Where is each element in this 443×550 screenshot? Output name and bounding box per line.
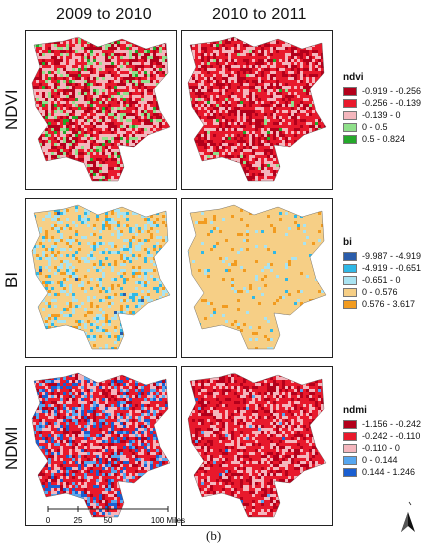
row-label-ndmi: NDMI bbox=[2, 426, 21, 470]
legend-item-label: 0 - 0.5 bbox=[362, 122, 388, 132]
legend-item: 0 - 0.5 bbox=[343, 121, 421, 133]
map-bi-2010-2011 bbox=[181, 198, 333, 358]
legend-swatch bbox=[343, 134, 357, 144]
map-ndmi-2010-2011 bbox=[181, 366, 333, 526]
legend-ndvi: ndvi -0.919 - -0.256 -0.256 - -0.139 -0.… bbox=[343, 72, 421, 145]
legend-swatch bbox=[343, 275, 357, 285]
legend-item: -0.242 - -0.110 bbox=[343, 430, 421, 442]
legend-item-label: -4.919 - -0.651 bbox=[362, 263, 422, 273]
legend-item-label: -0.139 - 0 bbox=[362, 110, 401, 120]
map-bi-2009-2010 bbox=[25, 198, 177, 358]
scale-tick-label: 0 bbox=[46, 516, 51, 525]
legend-title: ndvi bbox=[343, 72, 364, 83]
legend-item: 0.5 - 0.824 bbox=[343, 133, 421, 145]
legend-item-label: -0.256 - -0.139 bbox=[362, 98, 422, 108]
legend-item-label: -9.987 - -4.919 bbox=[362, 251, 422, 261]
legend-item: -0.651 - 0 bbox=[343, 274, 421, 286]
legend-swatch bbox=[343, 287, 357, 297]
legend-item-label: 0.144 - 1.246 bbox=[362, 467, 416, 477]
legend-item: 0.144 - 1.246 bbox=[343, 466, 421, 478]
legend-item-label: 0.576 - 3.617 bbox=[362, 299, 416, 309]
map-ndmi-2009-2010 bbox=[25, 366, 177, 526]
legend-item-label: -0.651 - 0 bbox=[362, 275, 401, 285]
legend-item: -0.919 - -0.256 bbox=[343, 85, 421, 97]
legend-item-label: -0.242 - -0.110 bbox=[362, 431, 421, 441]
map-raster bbox=[188, 205, 326, 349]
legend-item: -0.110 - 0 bbox=[343, 442, 421, 454]
scale-tick-label: 25 bbox=[74, 516, 83, 525]
legend-item-label: -0.919 - -0.256 bbox=[362, 86, 422, 96]
legend-item: -9.987 - -4.919 bbox=[343, 250, 421, 262]
map-ndvi-2010-2011 bbox=[181, 30, 333, 190]
legend-title: bi bbox=[343, 237, 352, 248]
row-label-ndvi: NDVI bbox=[2, 89, 21, 131]
legend-item-label: -0.110 - 0 bbox=[362, 443, 400, 453]
study-area-outline bbox=[31, 36, 171, 182]
legend-item: -0.256 - -0.139 bbox=[343, 97, 421, 109]
legend-swatch bbox=[343, 431, 357, 441]
map-raster bbox=[188, 37, 326, 181]
legend-swatch bbox=[343, 263, 357, 273]
legend-swatch bbox=[343, 98, 357, 108]
scale-bar: 0 25 50 100 Miles bbox=[40, 505, 185, 535]
legend-bi: bi -9.987 - -4.919 -4.919 - -0.651 -0.65… bbox=[343, 237, 421, 310]
study-area-outline bbox=[187, 204, 327, 350]
map-raster bbox=[32, 373, 170, 517]
study-area-outline bbox=[187, 372, 327, 518]
column-title-2009-2010: 2009 to 2010 bbox=[56, 6, 152, 23]
study-area-outline bbox=[31, 204, 171, 350]
legend-item: -1.156 - -0.242 bbox=[343, 418, 421, 430]
map-raster bbox=[32, 37, 170, 181]
map-raster bbox=[188, 373, 326, 517]
legend-item-label: 0.5 - 0.824 bbox=[362, 134, 406, 144]
legend-swatch bbox=[343, 443, 357, 453]
study-area-outline bbox=[187, 36, 327, 182]
legend-swatch bbox=[343, 455, 357, 465]
legend-item-label: -1.156 - -0.242 bbox=[362, 419, 422, 429]
legend-swatch bbox=[343, 467, 357, 477]
legend-swatch bbox=[343, 110, 357, 120]
legend-swatch bbox=[343, 86, 357, 96]
legend-item-label: 0 - 0.144 bbox=[362, 455, 398, 465]
legend-item: -4.919 - -0.651 bbox=[343, 262, 421, 274]
scale-tick-label: 50 bbox=[104, 516, 113, 525]
legend-item: -0.139 - 0 bbox=[343, 109, 421, 121]
scale-tick-label: 100 Miles bbox=[151, 516, 185, 525]
map-ndvi-2009-2010 bbox=[25, 30, 177, 190]
row-label-bi: BI bbox=[2, 271, 21, 289]
legend-swatch bbox=[343, 419, 357, 429]
legend-ndmi: ndmi -1.156 - -0.242 -0.242 - -0.110 -0.… bbox=[343, 405, 421, 478]
legend-swatch bbox=[343, 299, 357, 309]
north-arrow-icon bbox=[398, 500, 418, 534]
map-raster bbox=[32, 205, 170, 349]
legend-swatch bbox=[343, 251, 357, 261]
legend-swatch bbox=[343, 122, 357, 132]
legend-item: 0 - 0.576 bbox=[343, 286, 421, 298]
figure-caption: (b) bbox=[206, 528, 222, 543]
legend-item: 0.576 - 3.617 bbox=[343, 298, 421, 310]
legend-title: ndmi bbox=[343, 405, 367, 416]
column-title-2010-2011: 2010 to 2011 bbox=[212, 6, 307, 23]
study-area-outline bbox=[31, 372, 171, 518]
legend-item: 0 - 0.144 bbox=[343, 454, 421, 466]
legend-item-label: 0 - 0.576 bbox=[362, 287, 398, 297]
